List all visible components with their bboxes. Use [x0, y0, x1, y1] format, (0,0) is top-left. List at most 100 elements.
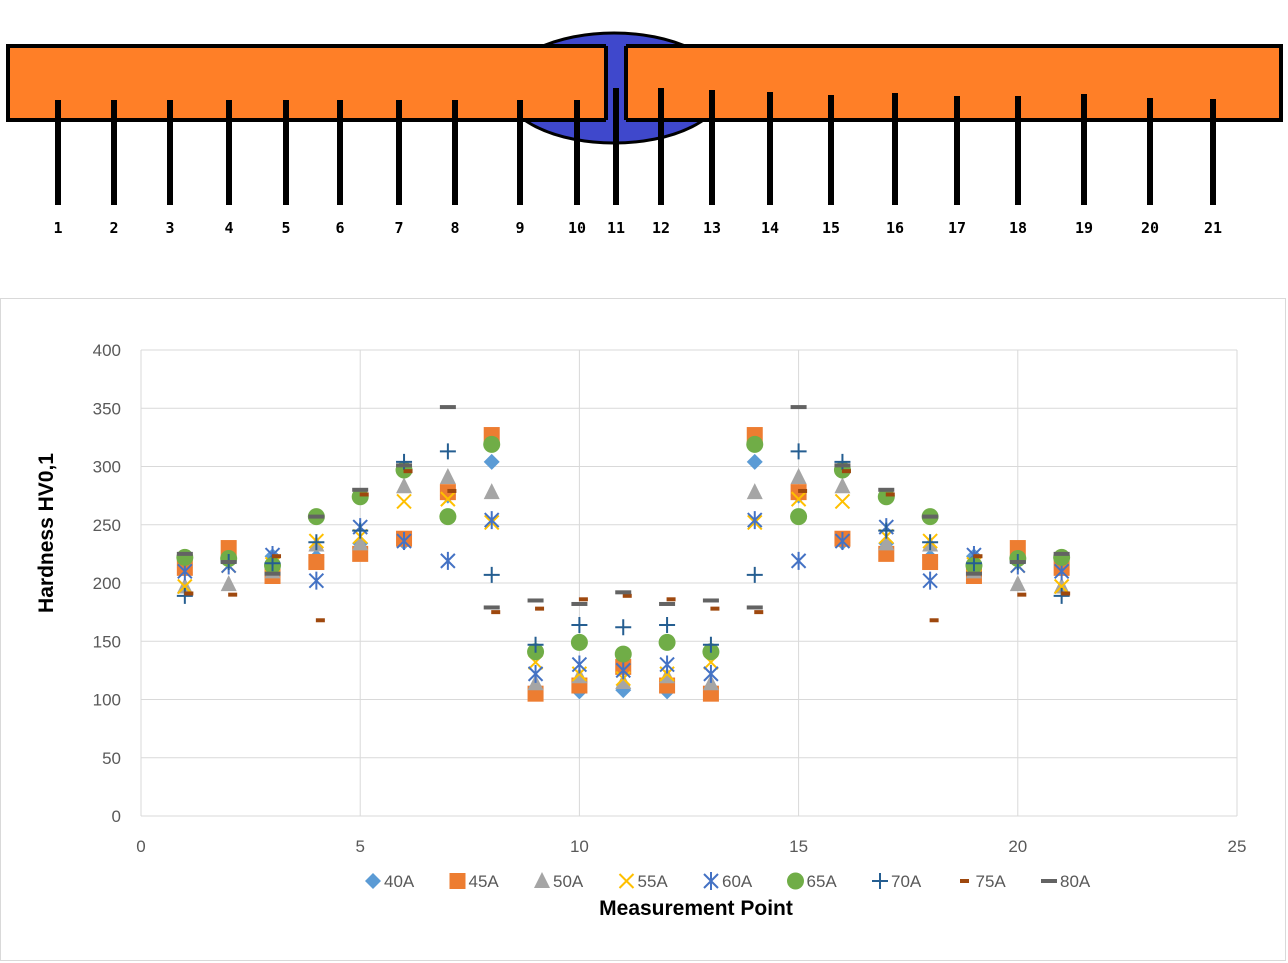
data-point-80A — [439, 405, 456, 410]
measurement-point-labels: 1 2 3 4 5 6 7 8 9 10 11 12 13 14 15 16 17 18 19 20 21 — [53, 219, 1222, 237]
point-label-10: 10 — [568, 219, 586, 237]
data-point-45A — [308, 554, 325, 571]
legend-marker — [787, 872, 804, 890]
x-axis-title: Measurement Point — [599, 897, 793, 920]
legend-item-75A: 75A — [960, 872, 1006, 891]
data-point-70A — [439, 443, 456, 460]
data-point-70A — [878, 522, 895, 539]
data-point-75A — [973, 554, 983, 559]
data-point-60A — [834, 532, 851, 551]
data-point-70A — [527, 636, 544, 653]
point-label-13: 13 — [703, 219, 721, 237]
data-point-55A — [834, 493, 851, 510]
point-label-1: 1 — [53, 219, 62, 237]
data-point-80A — [527, 598, 544, 603]
data-point-60A — [396, 532, 412, 551]
legend-marker — [960, 879, 969, 883]
point-label-14: 14 — [761, 219, 779, 237]
data-point-75A — [885, 492, 895, 497]
data-point-80A — [834, 463, 851, 468]
data-point-65A — [614, 645, 632, 663]
data-point-60A — [527, 664, 544, 683]
data-point-55A — [1053, 578, 1070, 595]
x-tick-label: 10 — [570, 837, 589, 856]
legend-marker — [872, 873, 888, 889]
legend-item-50A: 50A — [534, 872, 584, 891]
data-point-70A — [615, 619, 632, 636]
y-tick-label: 350 — [93, 399, 121, 418]
legend-label: 70A — [891, 872, 922, 891]
legend-item-45A: 45A — [449, 872, 500, 891]
x-tick-label: 25 — [1228, 837, 1247, 856]
data-point-60A — [440, 551, 456, 570]
data-point-75A — [1017, 592, 1027, 597]
legend: 40A 45A 50A 55A 60A 65A 70A 75A 80A — [365, 872, 1091, 891]
data-point-70A — [702, 636, 719, 653]
data-point-65A — [746, 435, 764, 453]
data-point-80A — [352, 487, 369, 492]
data-point-75A — [359, 492, 369, 497]
data-point-65A — [790, 508, 808, 526]
y-tick-label: 400 — [93, 341, 121, 360]
y-tick-label: 250 — [93, 516, 121, 535]
legend-label: 60A — [722, 872, 753, 891]
y-tick-label: 100 — [93, 691, 121, 710]
series-65A — [176, 435, 1071, 663]
point-label-8: 8 — [450, 219, 459, 237]
data-point-80A — [1053, 551, 1070, 556]
data-point-75A — [841, 469, 851, 474]
data-point-65A — [176, 548, 194, 566]
legend-label: 75A — [976, 872, 1007, 891]
legend-label: 50A — [553, 872, 584, 891]
data-point-60A — [571, 655, 588, 674]
point-label-19: 19 — [1075, 219, 1093, 237]
data-point-50A — [220, 575, 237, 592]
data-point-45A — [922, 554, 939, 571]
legend-item-40A: 40A — [365, 872, 415, 891]
data-point-55A — [440, 491, 456, 507]
data-point-75A — [491, 610, 501, 615]
measurement-probes — [55, 88, 1216, 205]
data-point-60A — [615, 661, 631, 680]
data-point-80A — [659, 601, 676, 606]
data-point-50A — [790, 467, 807, 484]
data-point-80A — [878, 487, 895, 492]
data-point-50A — [439, 467, 456, 484]
point-label-6: 6 — [335, 219, 344, 237]
data-point-80A — [746, 605, 763, 610]
data-point-75A — [798, 488, 808, 493]
data-point-70A — [571, 616, 588, 633]
data-point-75A — [578, 597, 588, 602]
data-point-50A — [396, 477, 413, 494]
data-point-50A — [878, 534, 895, 551]
data-point-75A — [447, 488, 457, 493]
data-point-75A — [710, 606, 720, 611]
series-80A — [176, 405, 1070, 610]
data-point-80A — [264, 571, 281, 576]
data-point-55A — [177, 578, 193, 595]
point-label-3: 3 — [165, 219, 174, 237]
legend-label: 80A — [1060, 872, 1091, 891]
point-label-15: 15 — [822, 219, 840, 237]
data-point-80A — [220, 560, 237, 565]
y-tick-label: 150 — [93, 632, 121, 651]
data-point-75A — [315, 618, 325, 623]
legend-label: 45A — [469, 872, 500, 891]
data-point-80A — [308, 514, 325, 519]
legend-item-55A: 55A — [618, 872, 668, 891]
x-tick-label: 5 — [355, 837, 364, 856]
legend-marker — [1041, 879, 1057, 883]
point-label-20: 20 — [1141, 219, 1159, 237]
data-point-70A — [176, 587, 193, 604]
data-point-50A — [834, 477, 851, 494]
weld-gap — [606, 44, 626, 124]
point-label-4: 4 — [224, 219, 233, 237]
data-point-75A — [272, 554, 282, 559]
data-point-70A — [352, 522, 369, 539]
data-point-70A — [746, 566, 763, 583]
data-point-50A — [746, 483, 763, 500]
data-point-40A — [483, 453, 500, 470]
data-point-75A — [1061, 591, 1071, 596]
point-label-21: 21 — [1204, 219, 1222, 237]
y-tick-label: 50 — [102, 749, 121, 768]
